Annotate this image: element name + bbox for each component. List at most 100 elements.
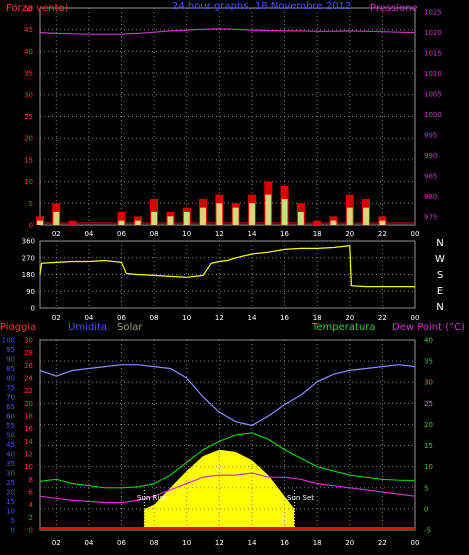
humidity-tick-label: 45 (6, 441, 15, 449)
pressure-tick-label: 1020 (424, 29, 442, 37)
avg-wind-bar (265, 194, 272, 225)
x-tick-label: 16 (280, 314, 289, 322)
rain-tick-label: 10 (24, 463, 33, 471)
humidity-tick-label: 60 (6, 413, 15, 421)
pressure-tick-label: 1025 (424, 9, 442, 17)
solar-area-fill (144, 449, 295, 530)
pressure-tick-label: 975 (424, 213, 437, 221)
avg-wind-bar (281, 198, 288, 225)
x-tick-label: 08 (150, 230, 159, 238)
rain-tick-label: 4 (29, 501, 34, 509)
direction-tick-label: 90 (26, 288, 35, 296)
x-tick-label: 12 (215, 539, 224, 547)
humidity-label: Umidita (68, 322, 107, 333)
dewpoint-line (39, 472, 416, 504)
humidity-tick-label: 55 (6, 422, 15, 430)
avg-wind-bar (37, 220, 43, 225)
x-tick-label: 06 (117, 230, 126, 238)
sunset-annotation: Sun Set (287, 494, 314, 502)
compass-letter: S (437, 270, 443, 281)
avg-wind-bar (200, 207, 207, 225)
wind-tick-label: 30 (24, 91, 33, 99)
avg-wind-bar (183, 211, 190, 225)
x-tick-label: 00 (411, 314, 420, 322)
x-tick-label: 10 (182, 314, 191, 322)
rain-tick-label: 20 (24, 400, 33, 408)
temperature-tick-label: 10 (424, 463, 433, 471)
compass-letter: N (436, 302, 443, 313)
wind-tick-label: 0 (29, 222, 33, 230)
humidity-temperature-axes: 0510152025303540455055606570758085909510… (2, 337, 433, 535)
x-tick-label: 22 (378, 230, 387, 238)
avg-wind-bar (330, 220, 337, 225)
avg-wind-bar (297, 211, 304, 225)
x-tick-label: 12 (215, 230, 224, 238)
direction-tick-label: 0 (31, 305, 35, 313)
x-tick-label: 10 (182, 539, 191, 547)
chart-title: 24 hour graphs, 18 Novembre 2012 (172, 1, 351, 12)
x-tick-label: 04 (84, 314, 93, 322)
wind-direction-grid: 02 04 06 08 10 12 14 16 18 20 22 00 (40, 240, 420, 322)
rain-tick-label: 6 (29, 489, 34, 497)
humidity-tick-label: 85 (6, 365, 15, 373)
direction-tick-label: 360 (22, 238, 35, 246)
humidity-tick-label: 65 (6, 403, 15, 411)
x-tick-label: 02 (52, 539, 61, 547)
x-tick-label: 20 (345, 230, 354, 238)
x-tick-label: 08 (150, 539, 159, 547)
x-tick-label: 20 (345, 314, 354, 322)
rain-tick-label: 26 (24, 362, 33, 370)
x-tick-label: 00 (411, 539, 420, 547)
humidity-tick-label: 40 (6, 451, 15, 459)
avg-wind-bar (363, 207, 370, 225)
wind-direction-series (39, 245, 415, 288)
rain-tick-label: 22 (24, 387, 33, 395)
compass-letter: E (437, 286, 443, 297)
x-tick-label: 02 (52, 314, 61, 322)
humidity-line (39, 364, 416, 427)
pressure-tick-label: 1000 (424, 111, 442, 119)
x-tick-label: 14 (247, 539, 256, 547)
pressure-tick-label: 995 (424, 131, 437, 139)
wind-tick-label: 15 (24, 156, 33, 164)
pressure-tick-label: 980 (424, 193, 437, 201)
rain-tick-label: 18 (24, 413, 33, 421)
temperature-line (39, 432, 416, 489)
wind-tick-label: 10 (24, 178, 33, 186)
x-tick-label: 10 (182, 230, 191, 238)
x-tick-label: 14 (247, 230, 256, 238)
humidity-tick-label: 20 (6, 489, 15, 497)
humidity-tick-label: 75 (6, 384, 15, 392)
x-tick-label: 22 (378, 539, 387, 547)
wind-tick-label: 35 (24, 70, 33, 78)
wind-tick-label: 20 (24, 135, 33, 143)
wind-pressure-axes: 0510152025303540455097598098599099510001… (24, 5, 442, 230)
x-tick-label: 18 (313, 539, 322, 547)
pressure-tick-label: 1005 (424, 90, 442, 98)
gust-bar (313, 220, 322, 225)
humidity-tick-label: 35 (6, 460, 15, 468)
humidity-tick-label: 5 (11, 517, 15, 525)
temperature-tick-label: 20 (424, 421, 433, 429)
x-tick-label: 08 (150, 314, 159, 322)
x-tick-label: 02 (52, 230, 61, 238)
avg-wind-bar (248, 203, 255, 225)
x-tick-label: 16 (280, 539, 289, 547)
humidity-tick-label: 25 (6, 479, 15, 487)
avg-wind-bar (346, 207, 353, 225)
temperature-tick-label: 25 (424, 400, 433, 408)
temperature-tick-label: 15 (424, 442, 433, 450)
direction-tick-label: 180 (22, 271, 35, 279)
temperature-tick-label: -5 (424, 527, 431, 535)
x-tick-label: 04 (84, 539, 93, 547)
x-tick-label: 16 (280, 230, 289, 238)
rain-tick-label: 14 (24, 438, 33, 446)
pressure-line (39, 28, 416, 35)
pressure-tick-label: 1015 (424, 50, 442, 58)
rain-tick-label: 8 (29, 476, 33, 484)
rain-tick-label: 28 (24, 349, 33, 357)
wind-pressure-series (36, 28, 416, 225)
humidity-tick-label: 30 (6, 470, 15, 478)
